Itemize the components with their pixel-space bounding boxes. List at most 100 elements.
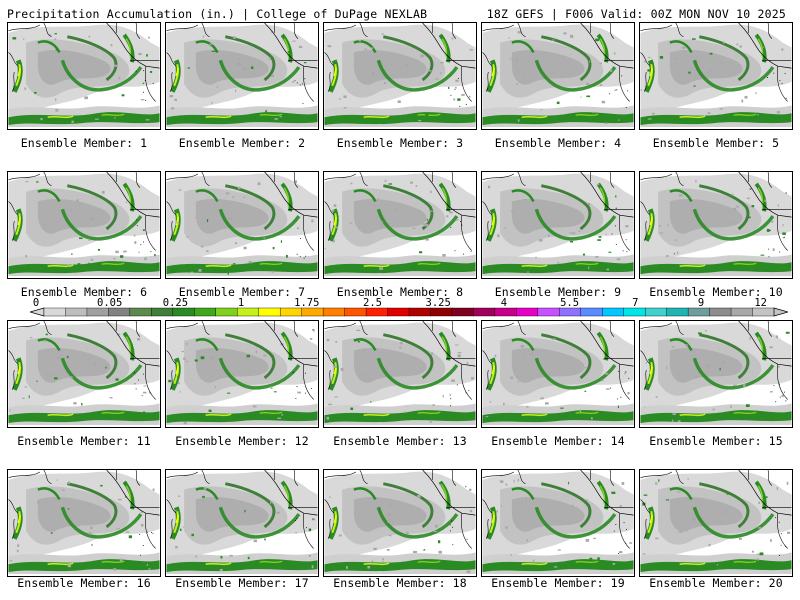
colorbar-segment bbox=[43, 307, 66, 317]
ensemble-member-label: Ensemble Member: 9 bbox=[494, 285, 622, 299]
ensemble-panel-6 bbox=[7, 171, 161, 279]
colorbar-segment bbox=[451, 307, 474, 317]
colorbar-tick-label: 4 bbox=[500, 297, 508, 309]
colorbar-segment bbox=[258, 307, 281, 317]
ensemble-panel-8 bbox=[323, 171, 477, 279]
colorbar-segment bbox=[301, 307, 324, 317]
ensemble-panel-11 bbox=[7, 320, 161, 428]
ensemble-member-label: Ensemble Member: 5 bbox=[652, 136, 780, 150]
colorbar-segment bbox=[580, 307, 603, 317]
ensemble-member-label: Ensemble Member: 13 bbox=[333, 434, 467, 448]
precip-map bbox=[323, 469, 477, 577]
colorbar-tick-label: 5.5 bbox=[560, 297, 580, 309]
ensemble-member-label: Ensemble Member: 20 bbox=[649, 576, 783, 590]
ensemble-panel-4 bbox=[481, 22, 635, 130]
colorbar bbox=[30, 307, 788, 317]
ensemble-panel-12 bbox=[165, 320, 319, 428]
ensemble-member-label: Ensemble Member: 17 bbox=[175, 576, 309, 590]
colorbar-segment bbox=[687, 307, 711, 317]
colorbar-segment bbox=[387, 307, 410, 317]
precip-map bbox=[481, 22, 635, 130]
precip-map bbox=[639, 320, 793, 428]
precip-map bbox=[165, 320, 319, 428]
precip-map bbox=[639, 469, 793, 577]
ensemble-member-label: Ensemble Member: 11 bbox=[17, 434, 151, 448]
ensemble-panel-18 bbox=[323, 469, 477, 577]
precip-map bbox=[323, 22, 477, 130]
ensemble-member-label: Ensemble Member: 1 bbox=[20, 136, 148, 150]
precip-map bbox=[639, 171, 793, 279]
colorbar-segment bbox=[86, 307, 109, 317]
colorbar-min-arrow bbox=[30, 307, 45, 317]
precip-map bbox=[165, 469, 319, 577]
ensemble-panel-2 bbox=[165, 22, 319, 130]
precip-map bbox=[481, 320, 635, 428]
colorbar-segment bbox=[473, 307, 496, 317]
colorbar-segment bbox=[151, 307, 174, 317]
colorbar-tick-label: 0 bbox=[32, 297, 40, 309]
colorbar-segment bbox=[237, 307, 260, 317]
colorbar-max-arrow bbox=[773, 307, 788, 317]
precip-map bbox=[481, 171, 635, 279]
colorbar-tick-label: 0.25 bbox=[162, 297, 189, 309]
colorbar-segment bbox=[129, 307, 152, 317]
ensemble-panel-16 bbox=[7, 469, 161, 577]
ensemble-panel-20 bbox=[639, 469, 793, 577]
colorbar-segment bbox=[344, 307, 367, 317]
precip-map bbox=[639, 22, 793, 130]
colorbar-segment bbox=[644, 307, 668, 317]
colorbar-segment bbox=[194, 307, 217, 317]
colorbar-segment bbox=[559, 307, 582, 317]
precip-map bbox=[7, 22, 161, 130]
ensemble-panel-17 bbox=[165, 469, 319, 577]
colorbar-tick-label: 9 bbox=[697, 297, 705, 309]
ensemble-member-label: Ensemble Member: 12 bbox=[175, 434, 309, 448]
precip-map bbox=[165, 171, 319, 279]
colorbar-tick-label: 1.75 bbox=[294, 297, 320, 309]
ensemble-panel-5 bbox=[639, 22, 793, 130]
ensemble-panel-19 bbox=[481, 469, 635, 577]
ensemble-panel-10 bbox=[639, 171, 793, 279]
ensemble-panel-1 bbox=[7, 22, 161, 130]
chart-title: Precipitation Accumulation (in.) | Colle… bbox=[7, 7, 428, 21]
ensemble-member-label: Ensemble Member: 8 bbox=[336, 285, 464, 299]
colorbar-segment bbox=[602, 307, 625, 317]
ensemble-panel-15 bbox=[639, 320, 793, 428]
ensemble-member-label: Ensemble Member: 19 bbox=[491, 576, 625, 590]
colorbar-segment bbox=[730, 307, 754, 317]
colorbar-segment bbox=[623, 307, 646, 317]
colorbar-segment bbox=[537, 307, 560, 317]
ensemble-member-label: Ensemble Member: 3 bbox=[336, 136, 464, 150]
ensemble-member-label: Ensemble Member: 15 bbox=[649, 434, 783, 448]
ensemble-member-label: Ensemble Member: 10 bbox=[649, 285, 783, 299]
colorbar-segment bbox=[709, 307, 732, 317]
precip-map bbox=[323, 171, 477, 279]
ensemble-panel-13 bbox=[323, 320, 477, 428]
colorbar-segment bbox=[279, 307, 303, 317]
colorbar-segment bbox=[430, 307, 453, 317]
colorbar-segment bbox=[408, 307, 431, 317]
run-valid-time: 18Z GEFS | F006 Valid: 00Z MON NOV 10 20… bbox=[486, 7, 786, 21]
colorbar-tick-label: 3.25 bbox=[425, 297, 451, 309]
ensemble-member-label: Ensemble Member: 16 bbox=[17, 576, 151, 590]
precip-map bbox=[323, 320, 477, 428]
colorbar-segment bbox=[108, 307, 131, 317]
ensemble-member-label: Ensemble Member: 4 bbox=[494, 136, 622, 150]
ensemble-panel-9 bbox=[481, 171, 635, 279]
colorbar-tick-label: 12 bbox=[754, 297, 768, 309]
ensemble-member-label: Ensemble Member: 7 bbox=[178, 285, 306, 299]
precip-map bbox=[7, 320, 161, 428]
precip-map bbox=[7, 469, 161, 577]
precip-map bbox=[7, 171, 161, 279]
colorbar-segment bbox=[65, 307, 88, 317]
colorbar-tick-label: 2.5 bbox=[363, 297, 382, 309]
colorbar-segment bbox=[494, 307, 517, 317]
precip-map bbox=[481, 469, 635, 577]
colorbar-segment bbox=[365, 307, 389, 317]
colorbar-segment bbox=[516, 307, 539, 317]
colorbar-segment bbox=[322, 307, 346, 317]
ensemble-member-label: Ensemble Member: 14 bbox=[491, 434, 625, 448]
ensemble-panel-14 bbox=[481, 320, 635, 428]
colorbar-tick-label: 0.05 bbox=[97, 297, 123, 309]
